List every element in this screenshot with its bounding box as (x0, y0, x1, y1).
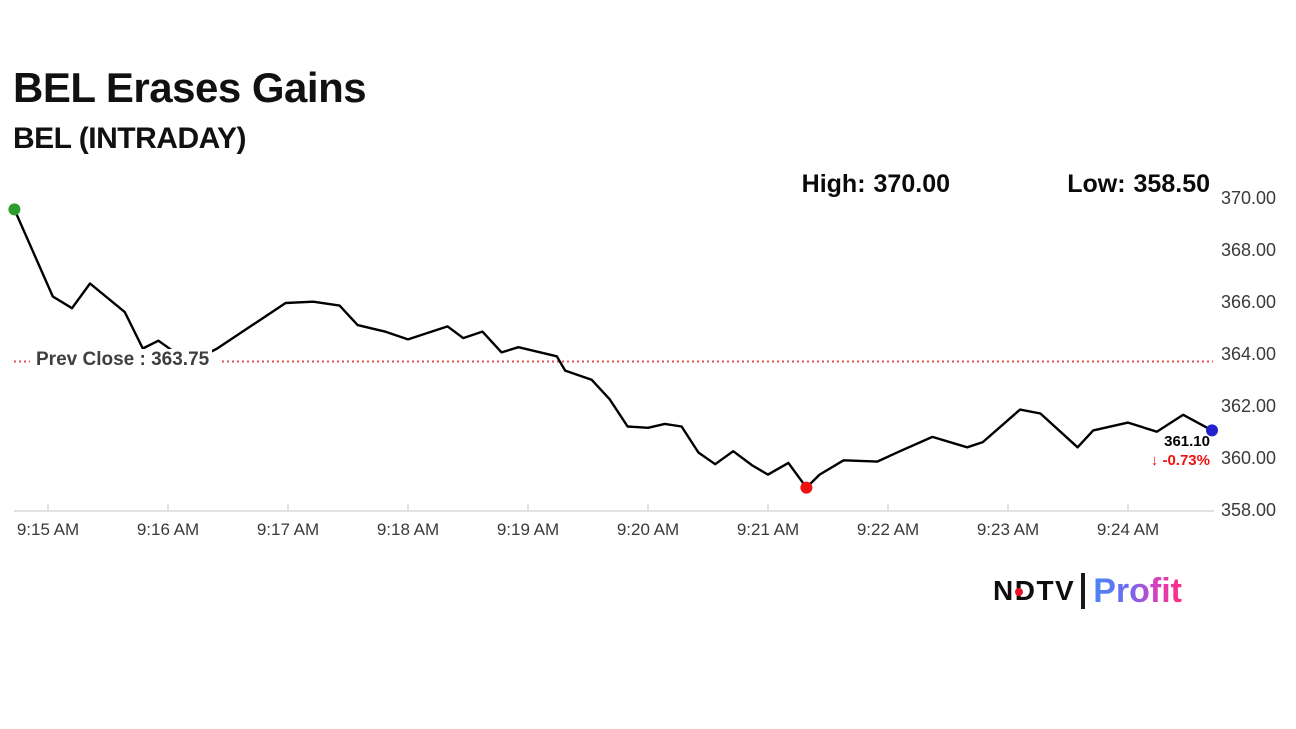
low-marker (800, 481, 813, 494)
x-tick-label: 9:20 AM (616, 520, 680, 539)
x-tick-label: 9:21 AM (736, 520, 800, 539)
x-tick-label: 9:18 AM (376, 520, 440, 539)
ndtv-red-dot-icon (1015, 588, 1023, 596)
y-tick-label: 368.00 (1221, 240, 1277, 260)
last-change-tag: ↓ -0.73% (1150, 452, 1210, 469)
x-tick-label: 9:24 AM (1096, 520, 1160, 539)
last-price-tag: 361.10 (1164, 433, 1210, 450)
last-marker (1206, 424, 1218, 437)
prev-close-label: Prev Close : 363.75 (33, 349, 213, 371)
x-tick-label: 9:22 AM (856, 520, 920, 539)
y-tick-label: 364.00 (1221, 344, 1277, 364)
chart-subtitle: BEL (INTRADAY) (13, 122, 247, 155)
high-label: High: (801, 170, 866, 198)
high-stat: High: 370.00 (802, 170, 950, 199)
low-stat: Low: 358.50 (1067, 170, 1210, 199)
y-tick-label: 362.00 (1221, 396, 1277, 416)
low-value: 358.50 (1133, 170, 1210, 198)
price-line (13, 208, 1214, 489)
open-marker (8, 203, 21, 216)
y-tick-label: 370.00 (1221, 188, 1277, 208)
y-tick-label: 366.00 (1221, 292, 1277, 312)
x-tick-label: 9:16 AM (136, 520, 200, 539)
profit-wordmark: Profit (1093, 572, 1183, 610)
ndtv-wordmark: NDTV (993, 575, 1076, 606)
page-title: BEL Erases Gains (13, 64, 367, 111)
x-tick-label: 9:23 AM (976, 520, 1040, 539)
x-tick-label: 9:19 AM (496, 520, 560, 539)
high-value: 370.00 (873, 170, 950, 198)
low-label: Low: (1067, 170, 1126, 198)
y-tick-label: 358.00 (1221, 500, 1277, 520)
logo-divider (1081, 573, 1086, 609)
ndtv-profit-logo: NDTV Profit (993, 572, 1182, 610)
x-tick-label: 9:17 AM (256, 520, 320, 539)
x-tick-label: 9:15 AM (16, 520, 80, 539)
y-tick-label: 360.00 (1221, 448, 1277, 468)
ndtv-logo-text: NDTV (993, 572, 1075, 610)
